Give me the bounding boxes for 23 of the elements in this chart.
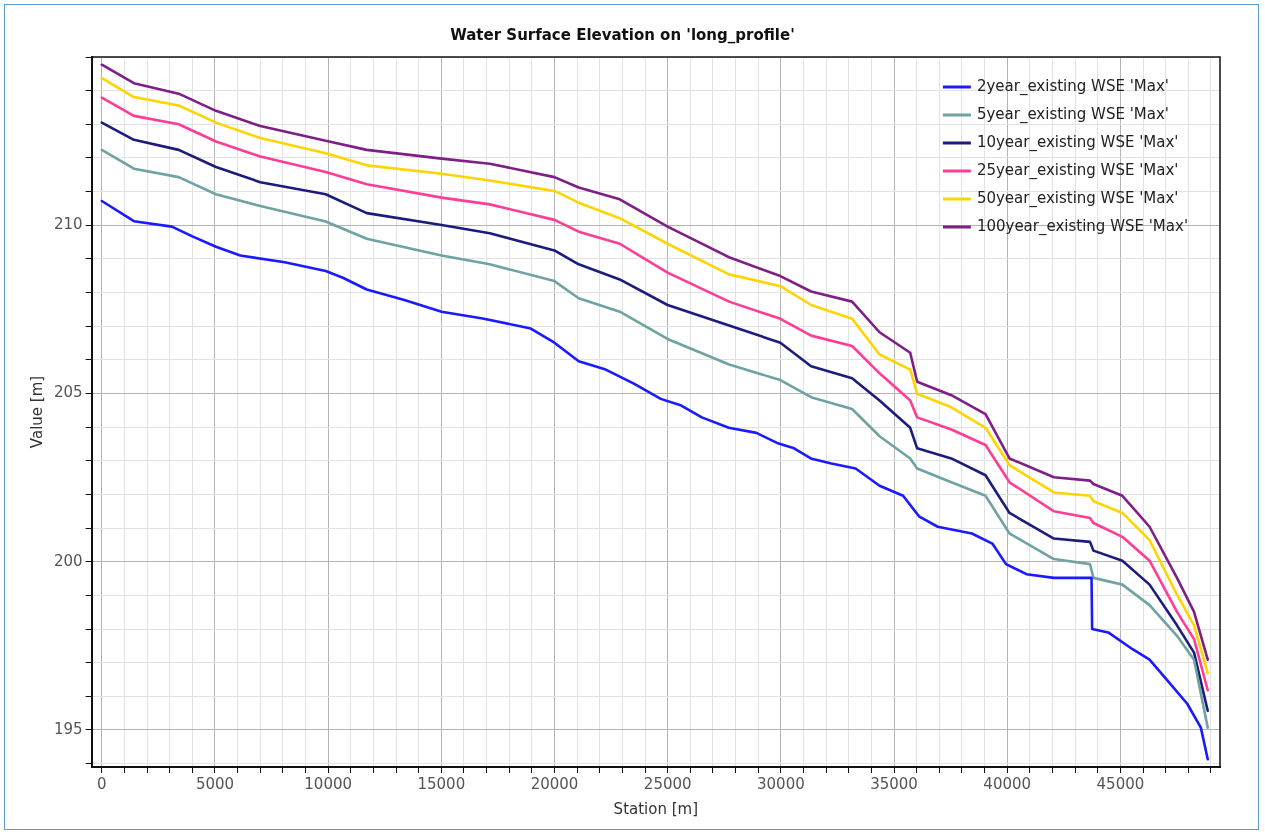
x-tick-label: 30000	[757, 774, 805, 793]
x-tick-label: 0	[97, 774, 107, 793]
legend-label: 100year_existing WSE 'Max'	[976, 216, 1188, 236]
chart-title: Water Surface Elevation on 'long_profile'	[450, 25, 795, 44]
x-tick-label: 15000	[417, 774, 466, 793]
legend-label: 25year_existing WSE 'Max'	[976, 160, 1179, 180]
y-tick-label: 210	[53, 215, 83, 234]
x-tick-label: 35000	[870, 774, 918, 793]
x-tick-label: 45000	[1096, 774, 1145, 793]
x-tick-label: 5000	[195, 774, 235, 793]
y-tick-label: 205	[53, 383, 83, 402]
legend-label: 50year_existing WSE 'Max'	[976, 188, 1179, 208]
legend-label: 10year_existing WSE 'Max'	[976, 132, 1179, 152]
y-axis-title: Value [m]	[27, 375, 46, 449]
y-tick-label: 195	[53, 719, 83, 738]
x-axis-title: Station [m]	[613, 799, 699, 818]
x-tick-label: 20000	[530, 774, 579, 793]
legend-label: 2year_existing WSE 'Max'	[976, 76, 1169, 96]
x-tick-label: 25000	[643, 774, 692, 793]
legend-label: 5year_existing WSE 'Max'	[976, 104, 1169, 124]
x-tick-label: 40000	[983, 774, 1032, 793]
x-tick-label: 10000	[304, 774, 353, 793]
y-tick-label: 200	[53, 551, 83, 570]
